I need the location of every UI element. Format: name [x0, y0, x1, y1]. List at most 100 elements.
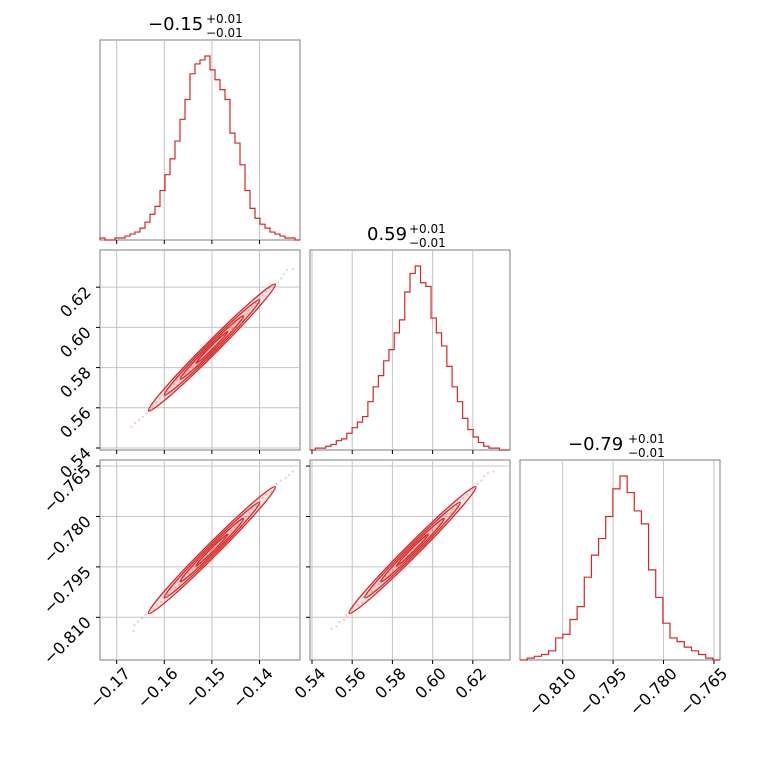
panel-hist-2 [519, 459, 721, 664]
sample-point [279, 479, 282, 482]
sample-point [330, 627, 333, 630]
title-0-value: −0.15 [148, 14, 203, 35]
panel-hist-0 [99, 39, 301, 244]
sample-point [248, 512, 251, 515]
sample-point [373, 585, 376, 588]
sample-point [335, 625, 338, 628]
contour-level-3 [163, 501, 261, 599]
sample-point [183, 372, 187, 375]
sample-point [230, 529, 233, 532]
sample-point [261, 294, 264, 297]
y-axis-param-1-labels: 0.54 0.56 0.58 0.60 0.62 [56, 283, 95, 482]
sample-point [291, 267, 295, 271]
contour-level-1 [395, 533, 430, 567]
x0-tick-label: −0.14 [229, 664, 277, 712]
sample-point [247, 308, 251, 312]
panel-scatter-2-0 [96, 459, 301, 664]
sample-point [174, 586, 177, 589]
sample-point [158, 397, 161, 400]
y1-tick-label: 0.62 [56, 283, 95, 322]
sample-point [237, 522, 240, 525]
histogram-2-steps [520, 475, 720, 661]
title-param-1: 0.59 +0.01 −0.01 [367, 222, 446, 250]
sample-point [430, 529, 433, 532]
sample-point [166, 390, 169, 393]
panel-scatter-1-0 [96, 249, 301, 454]
sample-point [261, 496, 264, 499]
sample-point [234, 526, 237, 529]
sample-point [482, 475, 486, 478]
sample-point [169, 589, 172, 592]
sample-point [370, 590, 374, 593]
sample-point [444, 514, 447, 517]
x-axis-param-2-labels: −0.810 −0.795 −0.780 −0.765 [525, 664, 732, 719]
y1-tick-label: 0.58 [56, 363, 95, 402]
x2-tick-label: −0.780 [626, 664, 681, 719]
sample-point [172, 382, 176, 386]
sample-point [357, 604, 360, 607]
contour-level-1 [195, 533, 229, 567]
y2-tick-label: −0.795 [40, 562, 95, 617]
contour-level-3 [364, 501, 461, 599]
sample-point [254, 301, 258, 305]
x-axis-param-0-labels: −0.17 −0.16 −0.15 −0.14 [86, 664, 277, 712]
sample-point [438, 522, 441, 525]
contour-level-4 [147, 485, 277, 615]
sample-point [160, 601, 163, 604]
sample-point [268, 287, 271, 290]
sample-point [133, 421, 137, 425]
y2-tick-label: −0.810 [40, 613, 95, 668]
contour-level-4 [147, 283, 277, 412]
sample-point [284, 477, 287, 480]
sample-point [362, 595, 365, 599]
sample-point [141, 415, 144, 418]
title-2-value: −0.79 [568, 434, 623, 455]
contour-level-1 [195, 330, 229, 365]
contour-level-3 [163, 299, 261, 396]
x2-tick-label: −0.795 [575, 664, 630, 719]
sample-point [137, 418, 140, 421]
sample-point [275, 482, 278, 485]
sample-point [144, 613, 147, 617]
sample-point [480, 479, 483, 482]
sample-point [492, 470, 495, 473]
sample-point [361, 601, 364, 604]
x1-tick-label: 0.56 [331, 664, 370, 703]
sample-point [338, 621, 341, 624]
sample-point [265, 290, 268, 293]
y1-tick-label: 0.56 [56, 403, 95, 442]
x2-tick-label: −0.765 [676, 664, 731, 719]
title-1-plus: +0.01 [409, 222, 446, 236]
sample-point [164, 395, 167, 398]
contour-level-2 [380, 517, 445, 583]
sample-point [280, 277, 283, 280]
title-2-plus: +0.01 [628, 432, 665, 446]
sample-point [291, 470, 295, 473]
x1-tick-label: 0.58 [371, 664, 410, 703]
x1-tick-label: 0.62 [452, 664, 491, 703]
sample-point [136, 620, 140, 623]
sample-point [175, 378, 179, 382]
sample-point [130, 425, 133, 428]
sample-point [140, 617, 143, 620]
sample-point [451, 507, 455, 511]
title-2-minus: −0.01 [628, 446, 665, 460]
title-0-minus: −0.01 [206, 26, 243, 40]
histogram-0-steps [99, 55, 300, 241]
sample-point [388, 572, 391, 575]
x1-tick-label: 0.54 [291, 664, 330, 703]
sample-point [178, 583, 181, 586]
sample-point [285, 268, 289, 272]
panel-hist-1 [309, 249, 511, 454]
contour-level-2 [179, 517, 245, 583]
sample-point [455, 504, 459, 507]
sample-point [255, 504, 258, 507]
title-1-minus: −0.01 [409, 236, 446, 250]
panel-hist-2-frame [519, 459, 721, 661]
x0-tick-label: −0.15 [181, 664, 229, 712]
sample-point [264, 493, 268, 496]
title-param-0: −0.15 +0.01 −0.01 [148, 12, 243, 40]
panel-hist-0-frame [99, 39, 301, 241]
x0-tick-label: −0.16 [133, 664, 181, 712]
